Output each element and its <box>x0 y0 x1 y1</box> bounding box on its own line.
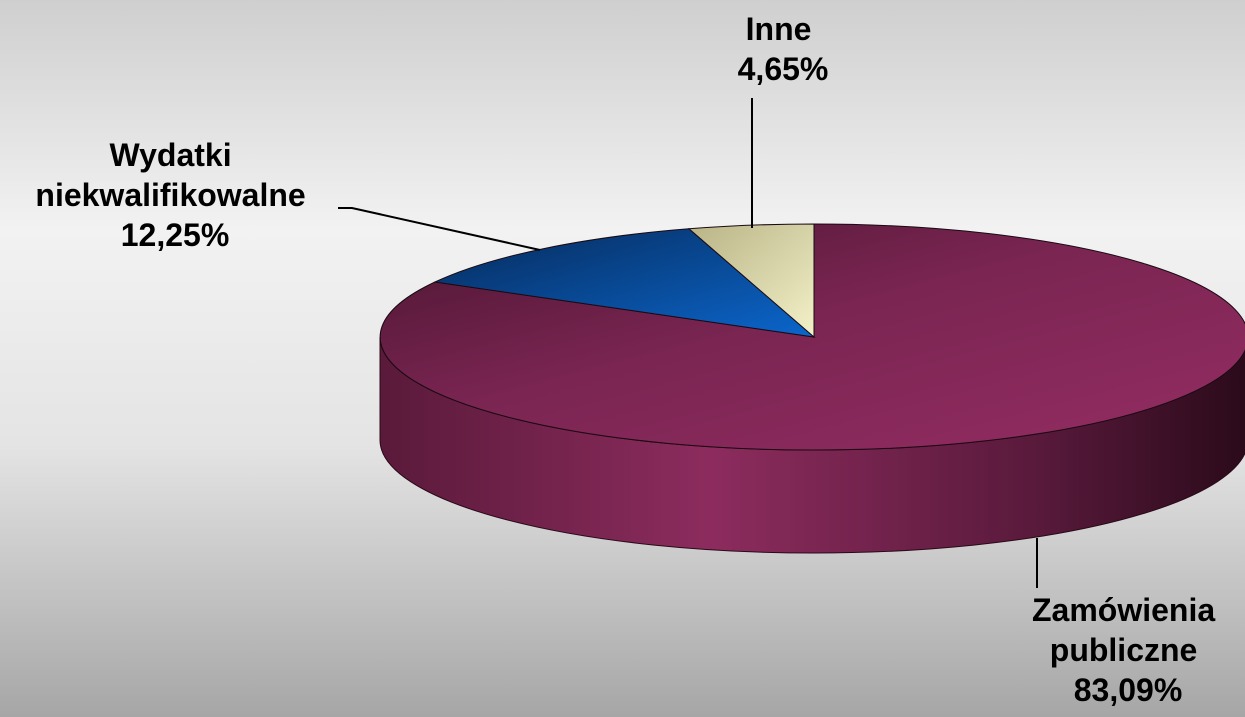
wydatki-value: 12,25% <box>121 217 230 253</box>
wydatki-name-line2: niekwalifikowalne <box>35 177 305 213</box>
wydatki-name-line1: Wydatki <box>110 137 232 173</box>
zamowienia-name-line1: Zamówienia <box>1032 592 1215 628</box>
slice-wydatki-niekwalifikowalne <box>433 228 816 338</box>
leader-line-wydatki <box>338 207 541 251</box>
zamowienia-value: 83,09% <box>1074 672 1183 708</box>
slice-inne <box>687 223 815 339</box>
slice-label-wydatki: Wydatki niekwalifikowalne 12,25% <box>35 137 314 253</box>
slice-label-inne: Inne 4,65% <box>738 11 829 87</box>
zamowienia-name-line2: publiczne <box>1050 632 1198 668</box>
inne-value: 4,65% <box>738 51 829 87</box>
slice-label-zamowienia: Zamówienia publiczne 83,09% <box>1032 592 1224 708</box>
inne-name: Inne <box>746 11 812 47</box>
